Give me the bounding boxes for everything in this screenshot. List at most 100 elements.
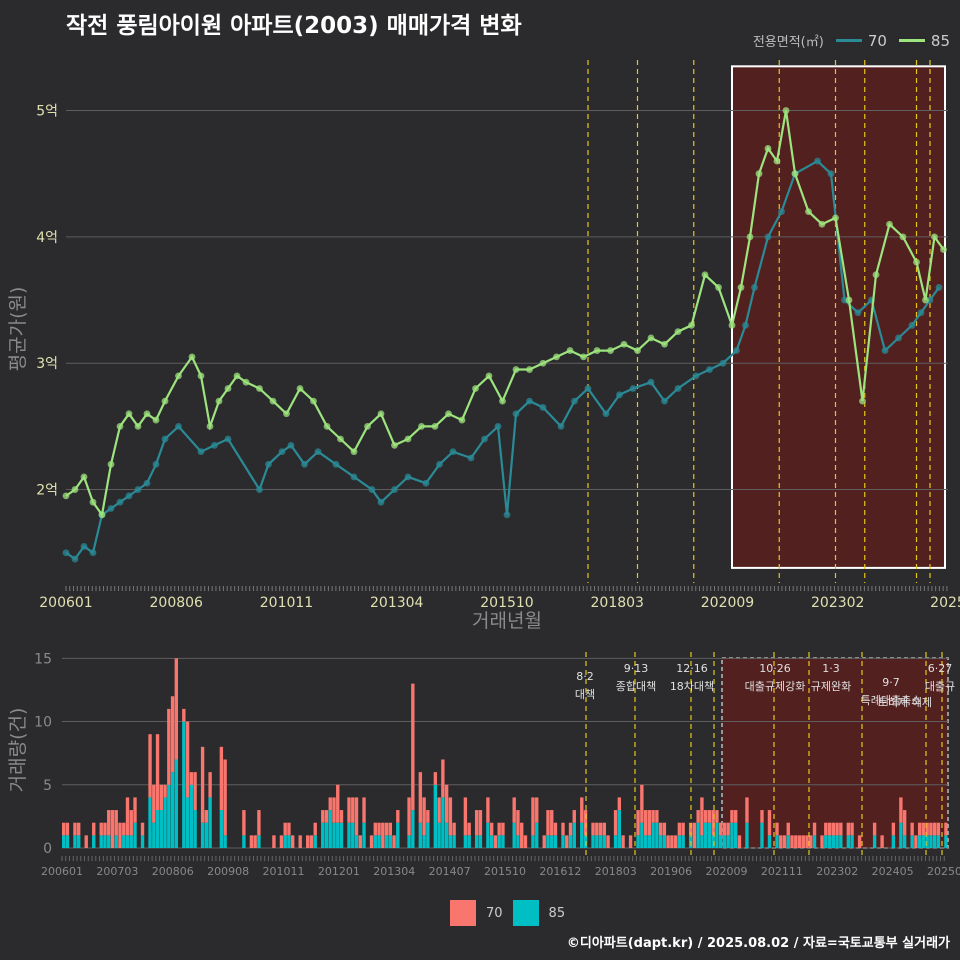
bar-70 bbox=[523, 835, 528, 848]
bar-70 bbox=[373, 822, 377, 836]
bar-70 bbox=[182, 708, 186, 722]
bar-70 bbox=[553, 822, 558, 836]
bar-85 bbox=[831, 835, 835, 848]
data-point-85 bbox=[296, 385, 304, 392]
bar-70 bbox=[835, 822, 839, 836]
data-point-85 bbox=[152, 416, 160, 424]
bar-85 bbox=[377, 835, 381, 848]
data-point-70 bbox=[116, 498, 124, 506]
bar-85 bbox=[929, 835, 933, 848]
bar-70 bbox=[321, 810, 325, 823]
bar-85 bbox=[163, 797, 167, 848]
bar-70 bbox=[643, 810, 648, 836]
bar-70 bbox=[125, 797, 130, 836]
data-point-85 bbox=[116, 422, 124, 430]
bar-70 bbox=[152, 784, 156, 823]
data-point-85 bbox=[728, 321, 736, 329]
bar-85 bbox=[850, 835, 854, 848]
bar-85 bbox=[463, 835, 468, 848]
bar-70 bbox=[715, 810, 719, 823]
legend-label-85: 85 bbox=[930, 31, 950, 50]
bar-85 bbox=[550, 835, 554, 848]
bar-70 bbox=[565, 835, 569, 848]
bar-85 bbox=[613, 835, 618, 848]
bar-70 bbox=[839, 822, 843, 836]
bar-85 bbox=[122, 835, 126, 848]
bar-70 bbox=[433, 772, 438, 785]
bar-85 bbox=[321, 822, 325, 848]
data-point-85 bbox=[175, 372, 182, 380]
y-tick-label: 3억 bbox=[36, 356, 58, 372]
bar-85 bbox=[643, 835, 648, 848]
bar-70 bbox=[737, 835, 742, 848]
bar-70 bbox=[568, 822, 573, 836]
legend-title: 전용면적(㎡) bbox=[752, 35, 824, 50]
data-point-85 bbox=[746, 233, 754, 241]
data-point-70 bbox=[908, 321, 916, 329]
annotation-label: 토허제 해제 bbox=[878, 695, 932, 709]
bar-70 bbox=[291, 835, 295, 848]
x-tick-label: 201803 bbox=[591, 595, 644, 611]
data-point-70 bbox=[647, 378, 655, 386]
y-tick-label: 5억 bbox=[36, 104, 58, 120]
bar-85 bbox=[775, 835, 779, 848]
bar-70 bbox=[392, 835, 396, 848]
bar-70 bbox=[486, 797, 490, 823]
bar-70 bbox=[324, 810, 329, 823]
bar-70 bbox=[591, 822, 595, 836]
bar-85 bbox=[77, 835, 81, 848]
bar-85 bbox=[129, 835, 133, 848]
data-point-70 bbox=[125, 492, 133, 500]
bar-85 bbox=[835, 835, 839, 848]
bar-70 bbox=[580, 797, 584, 823]
data-point-85 bbox=[512, 366, 520, 373]
bar-70 bbox=[846, 822, 851, 836]
bar-70 bbox=[249, 835, 254, 848]
data-point-70 bbox=[584, 385, 592, 392]
bar-85 bbox=[65, 835, 70, 848]
bar-85 bbox=[155, 810, 160, 848]
x-tick-label: 201304 bbox=[370, 595, 424, 611]
bar-85 bbox=[62, 835, 66, 848]
bar-70 bbox=[730, 810, 734, 823]
bar-70 bbox=[298, 835, 302, 848]
bar-85 bbox=[242, 835, 246, 848]
bar-85 bbox=[812, 835, 817, 848]
x-tick-label: 200806 bbox=[150, 595, 204, 611]
bar-85 bbox=[936, 835, 941, 848]
bar-70 bbox=[944, 822, 948, 836]
bar-85 bbox=[658, 835, 663, 848]
bar-70 bbox=[857, 835, 862, 848]
bar-85 bbox=[467, 835, 471, 848]
bar-70 bbox=[779, 835, 783, 848]
bar-85 bbox=[426, 822, 430, 848]
bar-85 bbox=[730, 822, 734, 848]
data-point-70 bbox=[175, 422, 182, 430]
bar-85 bbox=[580, 822, 584, 848]
bar-85 bbox=[655, 822, 659, 848]
data-point-85 bbox=[593, 347, 601, 354]
bar-70 bbox=[407, 797, 411, 836]
bar-85 bbox=[125, 835, 130, 848]
data-point-85 bbox=[791, 170, 799, 178]
bar-70 bbox=[103, 822, 107, 836]
data-point-85 bbox=[674, 328, 682, 336]
data-point-70 bbox=[377, 498, 385, 506]
highlight-box bbox=[731, 65, 946, 569]
bar-70 bbox=[655, 810, 659, 823]
bar-70 bbox=[107, 810, 111, 836]
bar-85 bbox=[351, 822, 355, 848]
data-point-70 bbox=[449, 448, 457, 456]
x-tick-label-bottom: 201906 bbox=[650, 865, 692, 878]
bar-85 bbox=[411, 810, 415, 848]
bar-85 bbox=[902, 835, 907, 848]
bar-85 bbox=[99, 835, 103, 848]
bar-70 bbox=[647, 810, 652, 836]
data-point-70 bbox=[256, 486, 263, 493]
annotation-date: 6·27 bbox=[928, 662, 953, 675]
data-point-70 bbox=[742, 321, 749, 329]
data-point-70 bbox=[107, 505, 115, 512]
data-point-70 bbox=[404, 473, 412, 481]
bar-70 bbox=[242, 810, 246, 836]
data-point-85 bbox=[913, 258, 920, 266]
